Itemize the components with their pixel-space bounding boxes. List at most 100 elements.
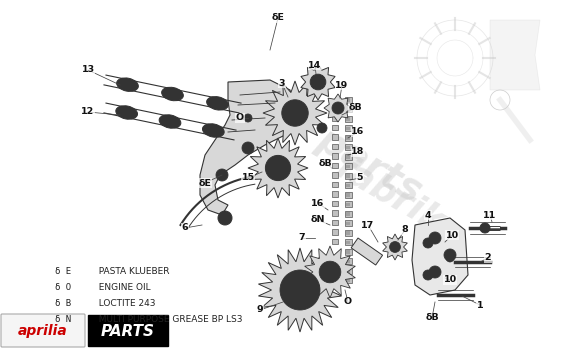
Circle shape xyxy=(480,223,490,233)
Bar xyxy=(332,229,338,235)
Text: aprilia: aprilia xyxy=(18,324,68,338)
Circle shape xyxy=(288,278,312,302)
Polygon shape xyxy=(200,80,295,215)
Text: 8: 8 xyxy=(402,225,408,235)
Circle shape xyxy=(444,249,456,261)
Bar xyxy=(344,182,352,188)
Text: 11: 11 xyxy=(483,210,496,220)
Bar xyxy=(332,220,338,225)
Ellipse shape xyxy=(207,97,229,110)
Text: 2: 2 xyxy=(484,253,491,262)
Bar xyxy=(346,260,350,263)
Circle shape xyxy=(280,270,320,310)
Text: δB: δB xyxy=(425,313,439,322)
Ellipse shape xyxy=(163,117,177,126)
Circle shape xyxy=(242,142,254,154)
Polygon shape xyxy=(301,64,335,100)
Text: 15: 15 xyxy=(242,173,255,183)
Text: 7: 7 xyxy=(299,233,306,243)
Bar xyxy=(346,269,350,273)
Text: O: O xyxy=(236,113,244,122)
Circle shape xyxy=(317,123,327,133)
Circle shape xyxy=(244,114,252,122)
Circle shape xyxy=(335,105,341,111)
Text: PARTS: PARTS xyxy=(101,324,155,339)
Text: δB: δB xyxy=(318,158,332,168)
Bar xyxy=(332,200,338,206)
Circle shape xyxy=(446,254,454,262)
Text: δ E: δ E xyxy=(55,267,71,276)
Ellipse shape xyxy=(210,99,225,107)
Bar xyxy=(346,202,350,206)
Circle shape xyxy=(429,266,441,278)
Text: 16: 16 xyxy=(311,199,325,208)
Circle shape xyxy=(392,244,398,250)
Bar xyxy=(346,107,350,111)
Circle shape xyxy=(282,100,308,126)
Circle shape xyxy=(222,215,229,222)
Bar xyxy=(332,163,338,168)
Bar xyxy=(344,230,352,236)
Bar xyxy=(88,315,168,346)
Bar xyxy=(346,279,350,282)
Text: 3: 3 xyxy=(279,79,285,88)
Circle shape xyxy=(390,242,400,252)
Bar xyxy=(344,125,352,131)
Bar xyxy=(344,163,352,169)
Bar xyxy=(344,277,352,283)
Text: δB: δB xyxy=(348,104,362,112)
Bar xyxy=(344,201,352,207)
Text: 10: 10 xyxy=(445,230,458,239)
Bar xyxy=(346,136,350,140)
Text: 12: 12 xyxy=(82,107,95,117)
Bar xyxy=(344,239,352,245)
Polygon shape xyxy=(258,248,341,332)
Circle shape xyxy=(423,270,433,280)
Circle shape xyxy=(216,169,228,181)
Circle shape xyxy=(282,272,318,308)
Circle shape xyxy=(319,261,341,283)
Bar xyxy=(332,181,338,187)
Bar xyxy=(346,240,350,244)
Bar xyxy=(351,238,382,265)
Circle shape xyxy=(219,172,225,178)
Ellipse shape xyxy=(120,108,133,117)
Bar xyxy=(332,191,338,196)
Text: PASTA KLUEBER: PASTA KLUEBER xyxy=(93,267,169,276)
Circle shape xyxy=(291,281,309,299)
Bar xyxy=(332,238,338,244)
Bar xyxy=(332,143,338,149)
Text: δE: δE xyxy=(198,178,211,187)
Circle shape xyxy=(423,238,433,248)
Text: parts: parts xyxy=(311,120,429,210)
Text: 6: 6 xyxy=(182,223,188,232)
Bar xyxy=(344,248,352,254)
Text: LOCTITE 243: LOCTITE 243 xyxy=(93,299,156,309)
Ellipse shape xyxy=(206,126,220,135)
Text: 19: 19 xyxy=(335,81,349,89)
Polygon shape xyxy=(263,81,327,145)
Text: 1: 1 xyxy=(477,300,483,310)
Bar xyxy=(344,210,352,216)
Bar xyxy=(344,172,352,178)
Bar xyxy=(346,184,350,187)
Bar xyxy=(346,231,350,235)
Circle shape xyxy=(320,126,324,131)
Bar xyxy=(346,117,350,120)
Text: fabrik: fabrik xyxy=(329,150,450,240)
Text: 9: 9 xyxy=(256,305,263,314)
Text: δ N: δ N xyxy=(55,315,71,325)
Text: δ B: δ B xyxy=(55,299,71,309)
Polygon shape xyxy=(304,246,355,298)
Text: MULTI PURPOSE GREASE BP LS3: MULTI PURPOSE GREASE BP LS3 xyxy=(93,315,242,325)
Bar xyxy=(332,153,338,158)
Ellipse shape xyxy=(117,78,139,91)
Text: 13: 13 xyxy=(82,66,95,74)
Polygon shape xyxy=(248,138,308,198)
Text: 17: 17 xyxy=(361,221,374,230)
Circle shape xyxy=(429,232,441,244)
Text: 16: 16 xyxy=(351,127,365,136)
Circle shape xyxy=(314,78,322,86)
Text: δE: δE xyxy=(271,14,284,22)
Bar xyxy=(346,174,350,178)
